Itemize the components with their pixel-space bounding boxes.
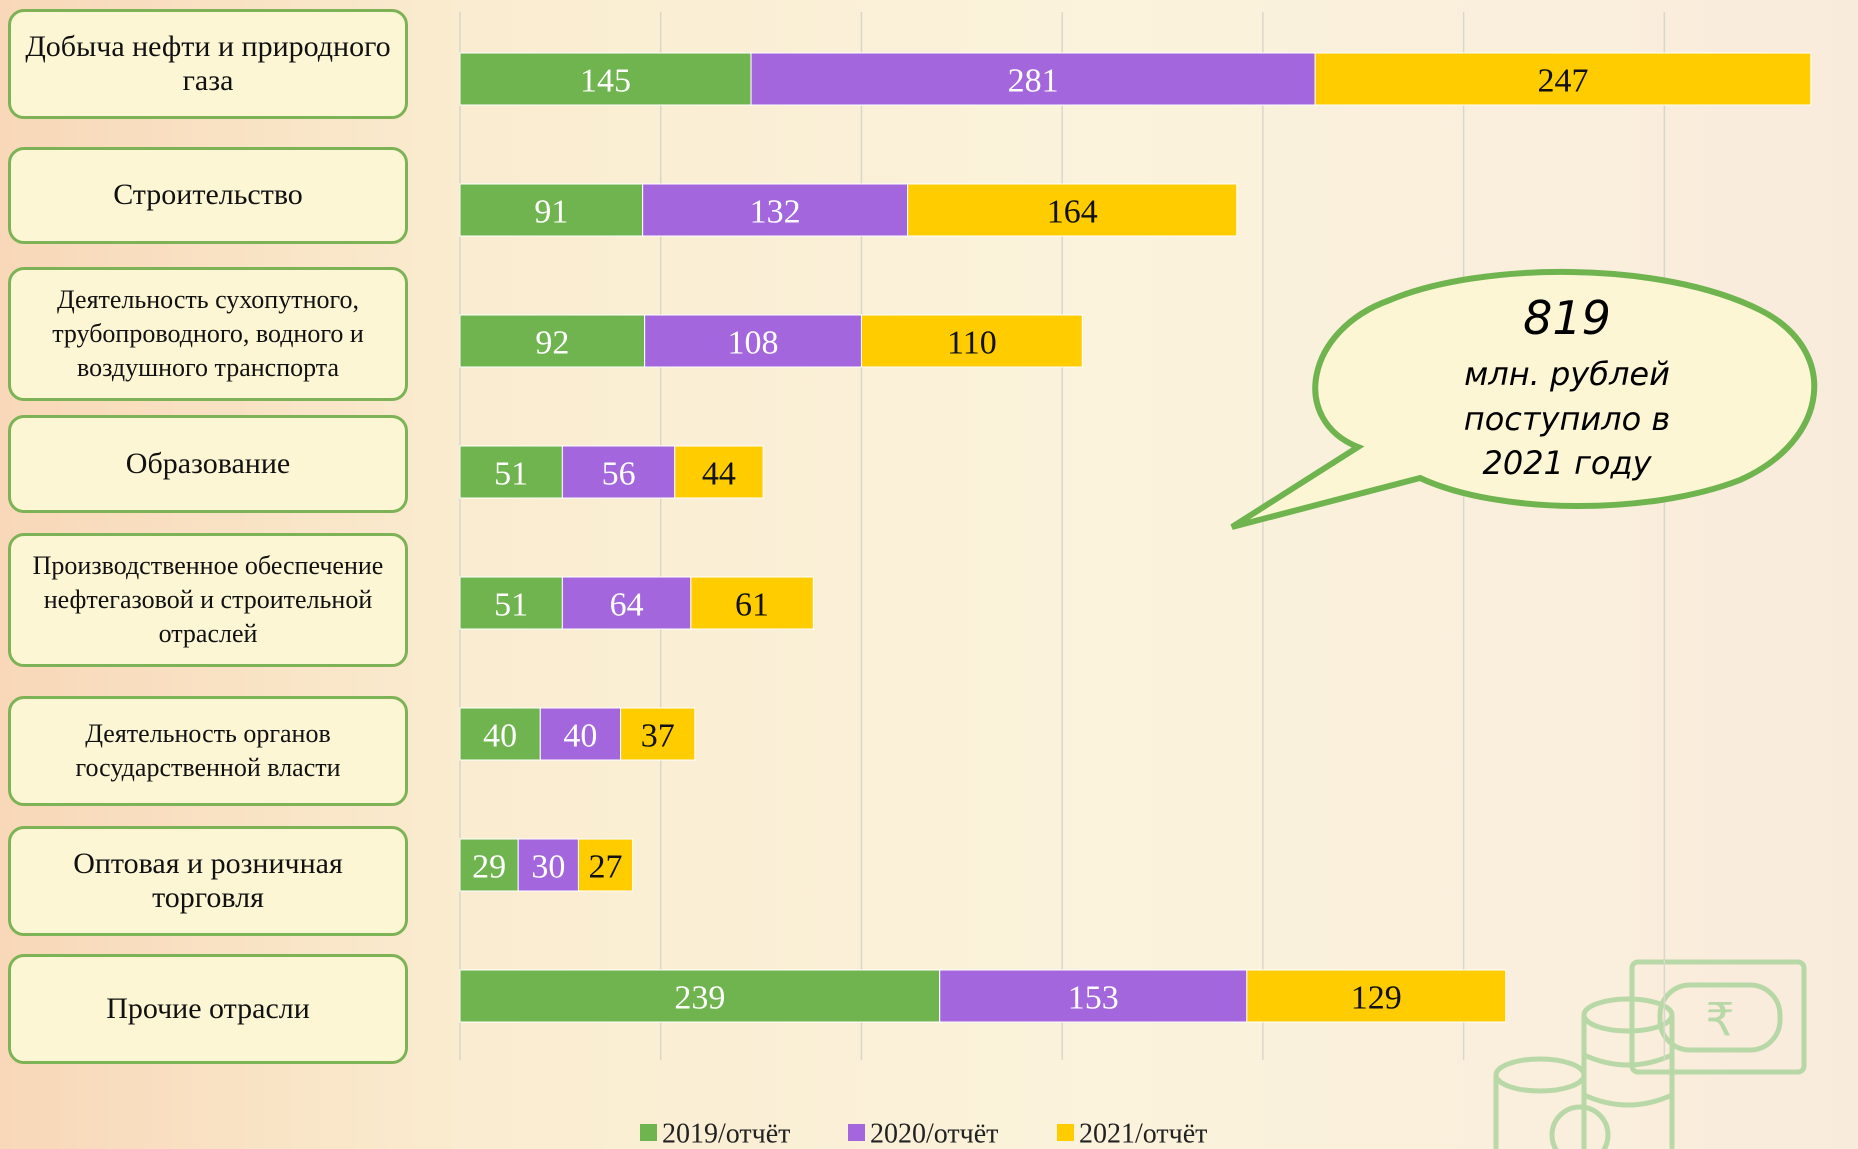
category-label: Производственное обеспечение нефтегазово… bbox=[8, 533, 408, 667]
callout: 819 млн. рублей поступило в 2021 году bbox=[1232, 272, 1814, 527]
bar-value-label: 91 bbox=[534, 194, 568, 231]
bar-value-label: 40 bbox=[563, 718, 597, 755]
category-label: Добыча нефти и природного газа bbox=[8, 9, 408, 119]
callout-value: 819 bbox=[1523, 291, 1611, 345]
category-label: Прочие отрасли bbox=[8, 954, 408, 1064]
bar-value-label: 247 bbox=[1537, 63, 1588, 100]
slide: ₹ 145 281 247 91 132 164 92 108 110 51 56 44 51 64 61 4… bbox=[0, 0, 1858, 1149]
svg-text:₹: ₹ bbox=[1705, 995, 1734, 1046]
bar-value-label: 92 bbox=[535, 325, 569, 362]
bar-value-label: 29 bbox=[472, 849, 506, 886]
bar-value-label: 164 bbox=[1047, 194, 1098, 231]
category-label: Образование bbox=[8, 415, 408, 513]
bar-value-label: 51 bbox=[494, 587, 528, 624]
bar-value-label: 145 bbox=[580, 63, 631, 100]
bar-value-label: 153 bbox=[1068, 980, 1119, 1017]
bar-value-label: 51 bbox=[494, 456, 528, 493]
legend-label: 2021/отчёт bbox=[1079, 1119, 1207, 1149]
bar-value-label: 30 bbox=[531, 849, 565, 886]
category-label: Деятельность органов государственной вла… bbox=[8, 696, 408, 806]
bar-value-label: 129 bbox=[1351, 980, 1402, 1017]
money-icon: ₹ bbox=[1496, 962, 1804, 1149]
bar-value-label: 37 bbox=[641, 718, 675, 755]
legend-swatch bbox=[1057, 1124, 1074, 1141]
callout-line: 2021 году bbox=[1482, 444, 1652, 482]
bar-value-label: 56 bbox=[602, 456, 636, 493]
bar-value-label: 108 bbox=[728, 325, 779, 362]
bar-value-label: 132 bbox=[750, 194, 801, 231]
category-label: Деятельность сухопутного, трубопроводног… bbox=[8, 267, 408, 401]
bar-value-label: 40 bbox=[483, 718, 517, 755]
legend-label: 2019/отчёт bbox=[662, 1119, 790, 1149]
legend-label: 2020/отчёт bbox=[870, 1119, 998, 1149]
bar-value-label: 27 bbox=[589, 849, 623, 886]
callout-line: млн. рублей bbox=[1464, 355, 1670, 393]
bar-value-label: 44 bbox=[702, 456, 736, 493]
bar-value-label: 239 bbox=[674, 980, 725, 1017]
category-label: Оптовая и розничная торговля bbox=[8, 826, 408, 936]
bar-value-label: 281 bbox=[1008, 63, 1059, 100]
callout-line: поступило в bbox=[1464, 400, 1670, 438]
legend-swatch bbox=[848, 1124, 865, 1141]
bar-value-label: 61 bbox=[735, 587, 769, 624]
category-label: Строительство bbox=[8, 147, 408, 244]
legend-swatch bbox=[640, 1124, 657, 1141]
bar-value-label: 64 bbox=[610, 587, 644, 624]
bar-value-label: 110 bbox=[947, 325, 997, 362]
